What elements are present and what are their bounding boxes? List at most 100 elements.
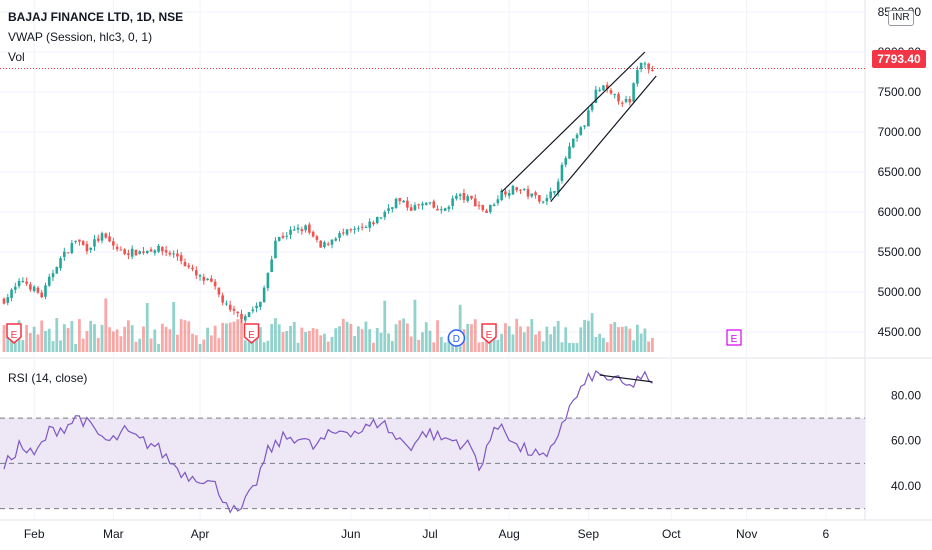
candle-body bbox=[391, 207, 394, 209]
earnings-marker-label: E bbox=[486, 330, 493, 341]
volume-bar bbox=[651, 337, 654, 352]
candle-body bbox=[289, 229, 292, 235]
volume-bar bbox=[134, 341, 138, 352]
volume-bar bbox=[2, 325, 6, 352]
volume-bar bbox=[647, 341, 651, 352]
candle-body bbox=[81, 241, 85, 245]
candle-body bbox=[308, 224, 311, 233]
candle-body bbox=[375, 216, 379, 224]
candle-body bbox=[78, 239, 81, 242]
volume-bar bbox=[89, 320, 93, 352]
candle-body bbox=[323, 242, 326, 248]
candle-body bbox=[179, 255, 183, 262]
time-tick-label: Jul bbox=[422, 527, 437, 541]
volume-bar bbox=[586, 320, 590, 352]
volume-bar bbox=[225, 323, 228, 352]
volume-bar bbox=[560, 342, 564, 352]
price-tick-label: 7000.00 bbox=[878, 125, 922, 139]
volume-bar bbox=[40, 320, 44, 352]
candle-body bbox=[153, 250, 157, 253]
candle-body bbox=[277, 236, 281, 241]
volume-bar bbox=[28, 333, 32, 352]
volume-bar bbox=[104, 298, 108, 352]
candle-body bbox=[123, 249, 126, 255]
candle-body bbox=[55, 267, 59, 274]
candle-body bbox=[541, 201, 545, 203]
candle-body bbox=[225, 303, 228, 305]
time-tick-label: Aug bbox=[499, 527, 520, 541]
candle-body bbox=[96, 238, 100, 241]
volume-bar bbox=[568, 342, 571, 352]
candle-body bbox=[357, 228, 360, 230]
symbol-title[interactable]: BAJAJ FINANCE LTD, 1D, NSE bbox=[8, 10, 184, 24]
volume-bar bbox=[349, 323, 353, 352]
candle-body bbox=[443, 208, 447, 211]
volume-bar bbox=[168, 329, 172, 352]
candle-body bbox=[436, 208, 439, 211]
candle-body bbox=[598, 89, 601, 91]
rsi-legend[interactable]: RSI (14, close) bbox=[8, 371, 88, 385]
volume-bar bbox=[315, 329, 319, 352]
volume-bar bbox=[334, 328, 338, 352]
rsi-tick-label: 60.00 bbox=[891, 434, 921, 448]
candle-body bbox=[210, 278, 213, 282]
volume-bar bbox=[639, 333, 643, 352]
volume-bar bbox=[447, 337, 451, 352]
volume-bar bbox=[300, 327, 304, 352]
volume-bar bbox=[583, 319, 586, 352]
candle-body bbox=[202, 276, 206, 281]
volume-bar bbox=[32, 326, 36, 352]
candle-body bbox=[379, 217, 383, 219]
vwap-legend[interactable]: VWAP (Session, hlc3, 0, 1) bbox=[8, 30, 153, 44]
volume-bar bbox=[221, 322, 225, 352]
candle-body bbox=[489, 204, 492, 212]
volume-bar bbox=[127, 320, 130, 352]
volume-bar bbox=[522, 332, 526, 352]
volume-bar bbox=[372, 342, 375, 352]
volume-bar bbox=[70, 321, 74, 352]
volume-bar bbox=[330, 336, 334, 352]
currency-button[interactable]: INR bbox=[888, 10, 914, 26]
candle-body bbox=[519, 189, 522, 191]
candle-body bbox=[255, 305, 258, 309]
candle-body bbox=[29, 284, 32, 290]
volume-bar bbox=[270, 324, 274, 352]
candle-body bbox=[636, 70, 639, 84]
candle-body bbox=[157, 245, 160, 252]
candle-body bbox=[47, 276, 51, 286]
candle-body bbox=[191, 267, 194, 270]
volume-bar bbox=[368, 329, 372, 352]
candle-body bbox=[481, 205, 485, 210]
volume-bar bbox=[198, 343, 202, 352]
volume-bar bbox=[598, 333, 602, 352]
candle-body bbox=[44, 285, 47, 297]
volume-bar bbox=[111, 331, 115, 352]
candle-body bbox=[168, 252, 172, 255]
candle-body bbox=[526, 189, 530, 197]
candle-body bbox=[36, 287, 40, 293]
candle-body bbox=[409, 207, 413, 211]
earnings-marker bbox=[481, 323, 497, 344]
volume-bar bbox=[579, 327, 583, 352]
rsi-divergence-line bbox=[599, 374, 653, 383]
volume-bar bbox=[236, 319, 240, 352]
volume-bar bbox=[481, 341, 485, 352]
volume-bar bbox=[500, 333, 504, 352]
candle-body bbox=[639, 62, 643, 70]
candle-body bbox=[6, 297, 10, 303]
price-tick-label: 5000.00 bbox=[878, 285, 922, 299]
volume-bar bbox=[194, 335, 198, 352]
candle-body bbox=[530, 193, 534, 197]
candle-body bbox=[620, 102, 624, 104]
volume-bar bbox=[123, 326, 127, 352]
volume-bar bbox=[602, 337, 605, 352]
candle-body bbox=[609, 90, 613, 94]
candle-body bbox=[458, 194, 462, 196]
volume-bar bbox=[217, 338, 221, 352]
volume-bar bbox=[81, 338, 85, 352]
volume-legend[interactable]: Vol bbox=[8, 50, 25, 64]
volume-bar bbox=[47, 328, 51, 352]
price-tick-label: 5500.00 bbox=[878, 245, 922, 259]
candle-body bbox=[93, 239, 96, 247]
